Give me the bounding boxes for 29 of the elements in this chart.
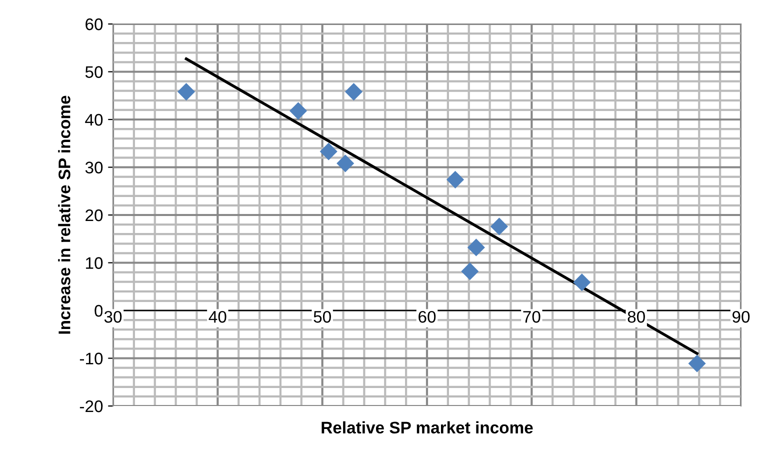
x-tick-label: 30 [104,310,122,323]
point [336,154,354,172]
point [461,262,479,280]
x-tick-label: 50 [314,310,331,323]
y-tick-label: 60 [86,18,103,30]
y-axis-title: Increase in relative SP income [58,96,70,334]
y-tick-label: 20 [86,209,103,222]
point [688,354,706,372]
x-axis-title: Relative SP market income [322,421,533,434]
y-tick-label: -10 [80,352,103,364]
point [446,170,464,188]
x-tick-label: 70 [523,310,540,323]
x-tick-label: 40 [208,310,226,323]
point [344,83,363,101]
point [573,274,591,292]
y-tick-label: -20 [80,400,103,412]
y-tick-label: 40 [85,114,103,126]
x-tick-label: 90 [732,310,750,323]
y-tick-label: 0 [94,304,103,317]
point [490,218,508,236]
x-tick-label: 60 [418,310,436,323]
y-tick-label: 10 [86,257,103,269]
y-tick-label: 30 [85,162,103,174]
x-tick-label: 80 [628,310,645,323]
y-tick-label: 50 [85,66,103,78]
point [177,83,196,101]
point [320,142,338,160]
point [289,102,308,120]
point [467,238,485,256]
